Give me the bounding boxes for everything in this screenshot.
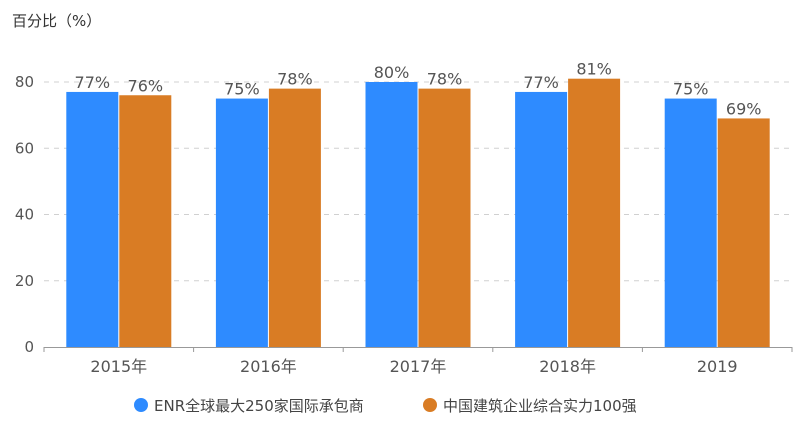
- bar-china-2018年: [568, 78, 621, 347]
- y-tick-label: 80: [15, 73, 34, 91]
- data-label: 69%: [726, 99, 762, 118]
- legend-label: ENR全球最大250家国际承包商: [154, 397, 364, 415]
- data-label: 78%: [427, 70, 463, 89]
- x-tick-label: 2015年: [90, 357, 147, 376]
- x-tick-label: 2016年: [240, 357, 297, 376]
- x-tick-label: 2019: [697, 357, 738, 376]
- bar-enr-2018年: [515, 91, 568, 347]
- y-tick-label: 20: [15, 272, 34, 290]
- data-label: 75%: [224, 80, 260, 99]
- data-label: 77%: [523, 73, 559, 92]
- bar-china-2016年: [268, 88, 321, 347]
- data-label: 76%: [128, 76, 164, 95]
- y-axis-title: 百分比（%）: [12, 12, 101, 30]
- bar-china-2019: [717, 118, 770, 347]
- legend-marker-icon: [134, 398, 148, 412]
- y-tick-label: 40: [15, 206, 34, 224]
- bar-enr-2015年: [66, 91, 119, 347]
- data-label: 77%: [75, 73, 111, 92]
- legend-marker-icon: [423, 398, 437, 412]
- data-label: 80%: [374, 63, 410, 82]
- legend-label: 中国建筑企业综合实力100强: [443, 397, 637, 415]
- data-label: 81%: [576, 60, 612, 79]
- y-tick-label: 0: [24, 338, 34, 356]
- x-tick-label: 2017年: [390, 357, 447, 376]
- bar-enr-2019: [664, 98, 717, 347]
- data-label: 75%: [673, 80, 709, 99]
- bar-enr-2017年: [365, 82, 418, 347]
- y-tick-label: 60: [15, 139, 34, 157]
- bar-enr-2016年: [215, 98, 268, 347]
- bar-china-2017年: [418, 88, 471, 347]
- data-label: 78%: [277, 70, 313, 89]
- x-tick-label: 2018年: [539, 357, 596, 376]
- bar-china-2015年: [119, 95, 172, 347]
